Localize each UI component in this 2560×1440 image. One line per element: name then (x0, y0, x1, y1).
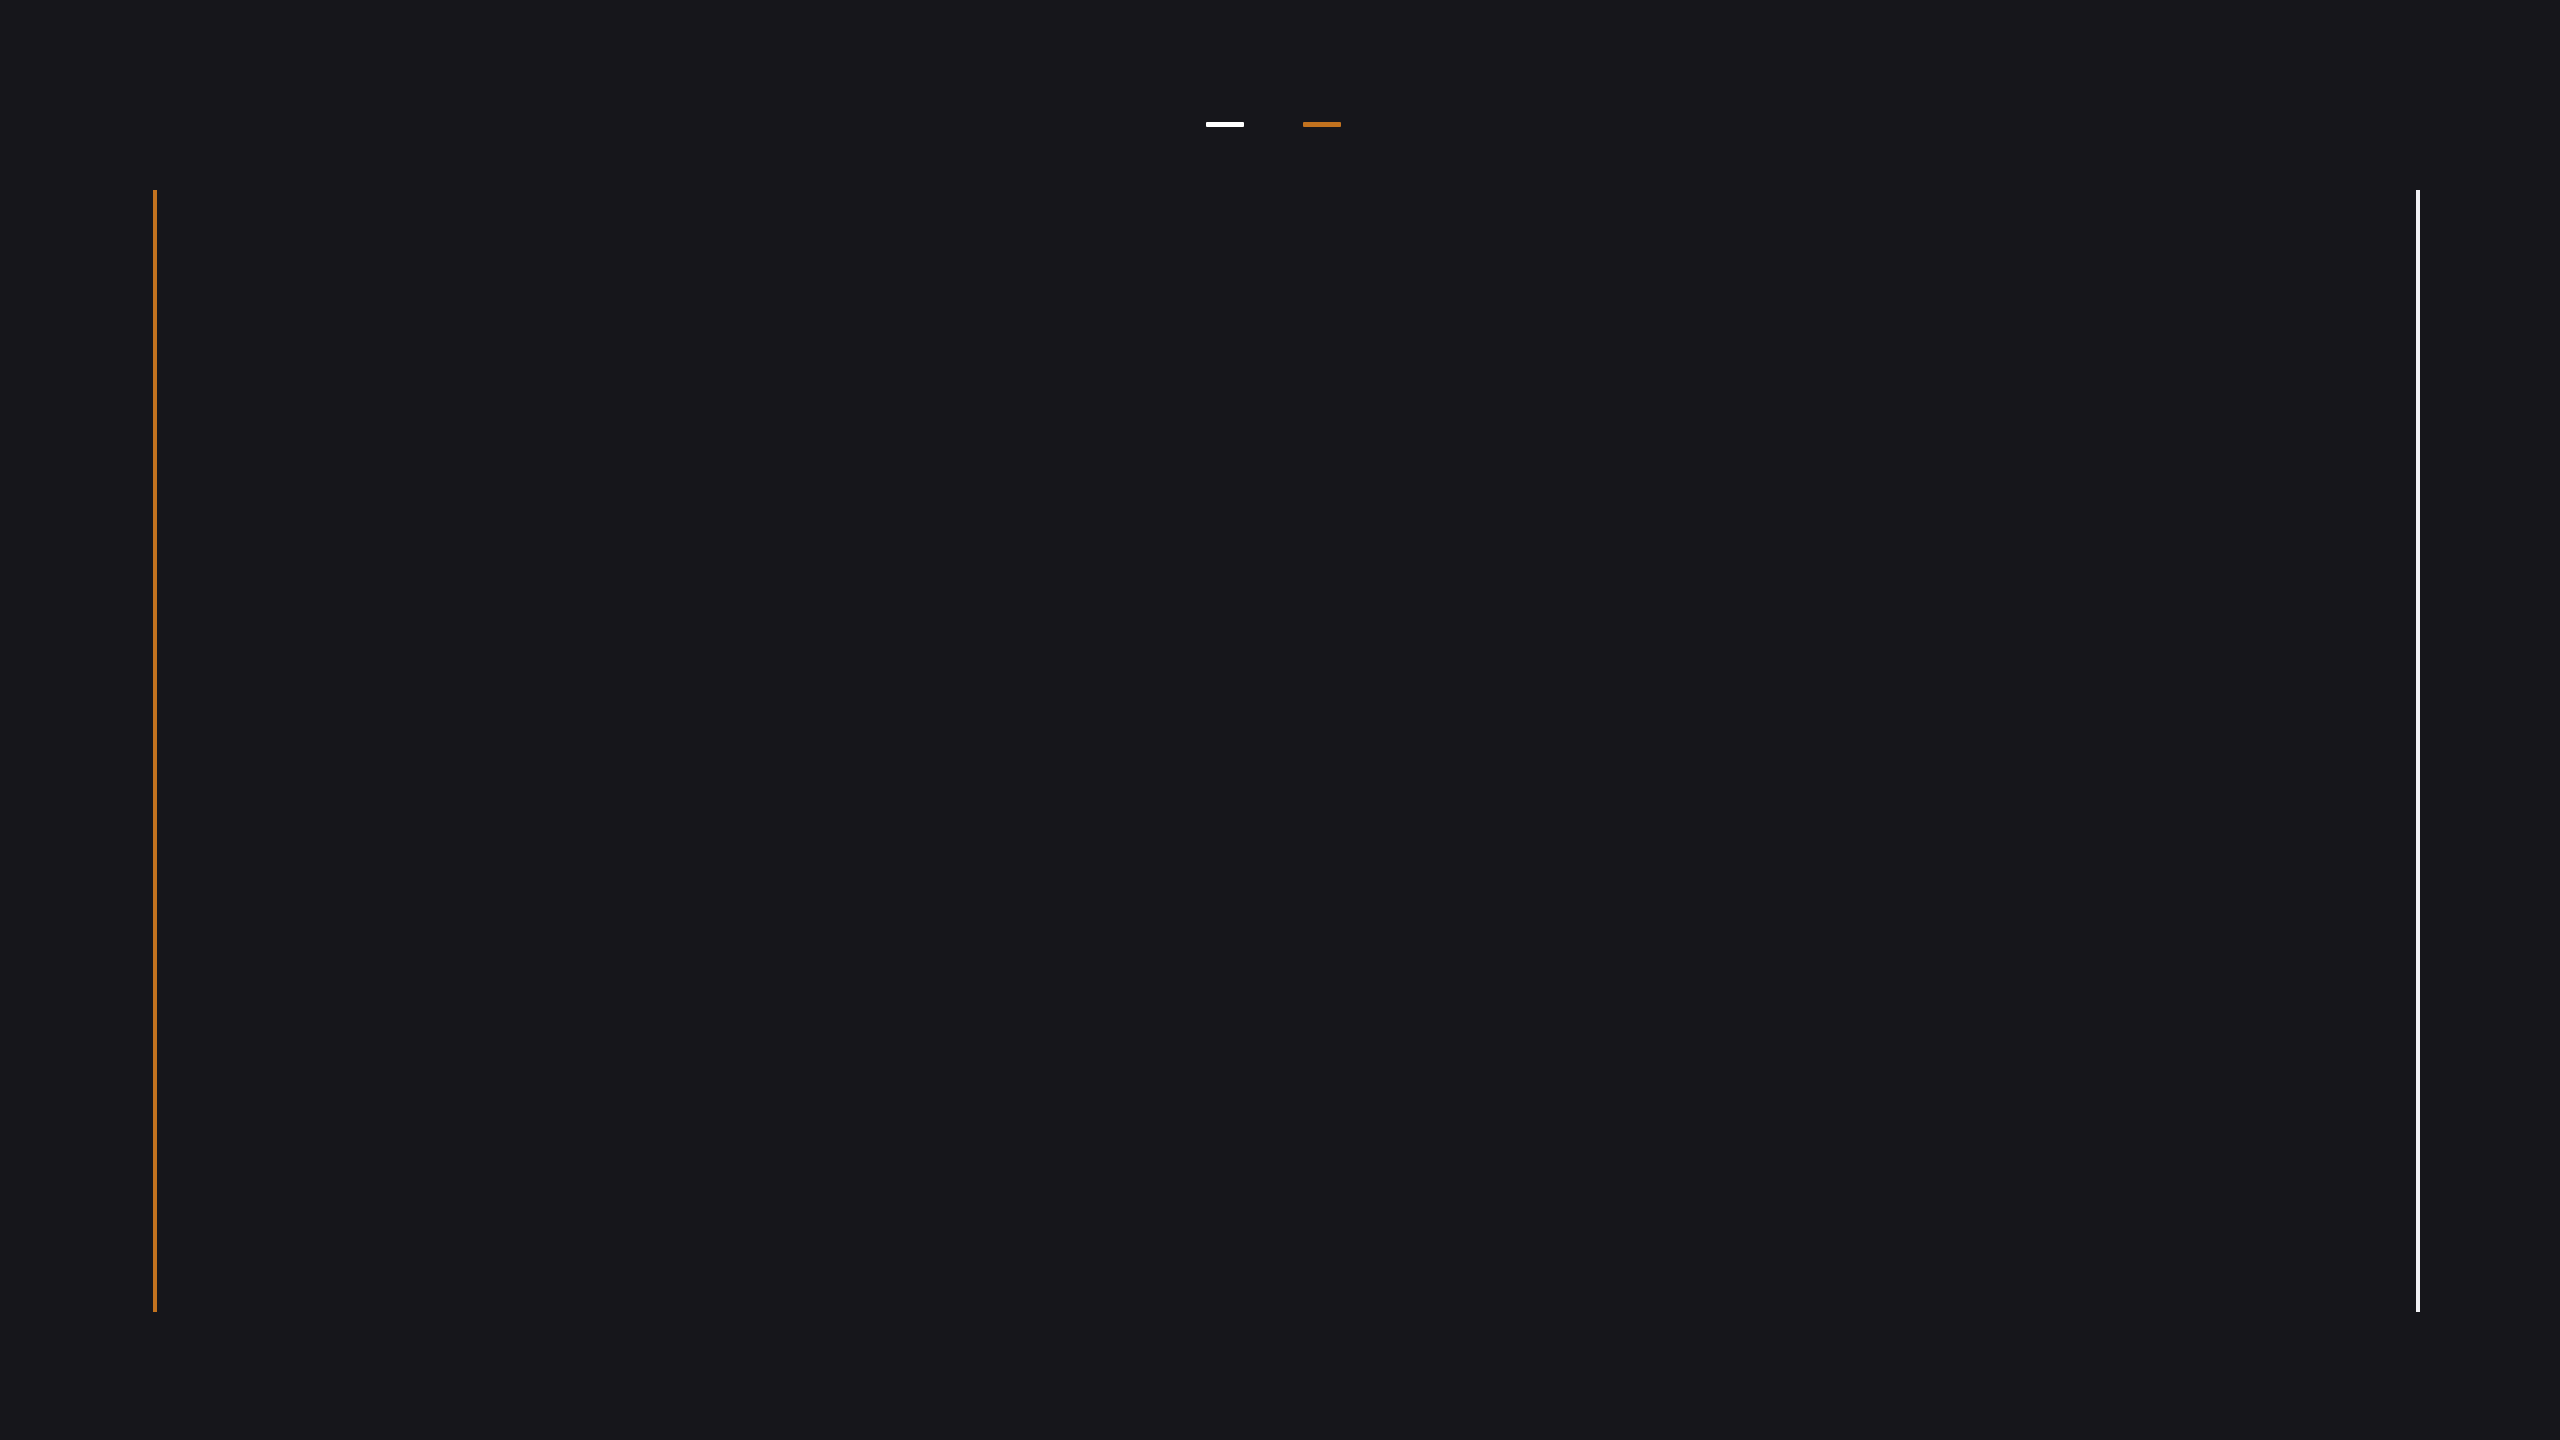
legend-swatch-btc-price (1206, 122, 1244, 127)
plot-area[interactable] (155, 190, 2418, 1312)
legend-item-btc-price[interactable] (1206, 122, 1257, 127)
chart-legend (0, 122, 2560, 127)
right-axis-line (2416, 190, 2420, 1312)
chart-canvas (155, 190, 2418, 1312)
legend-item-alt-pct[interactable] (1303, 122, 1354, 127)
legend-swatch-alt-pct (1303, 122, 1341, 127)
left-axis-line (153, 190, 157, 1312)
